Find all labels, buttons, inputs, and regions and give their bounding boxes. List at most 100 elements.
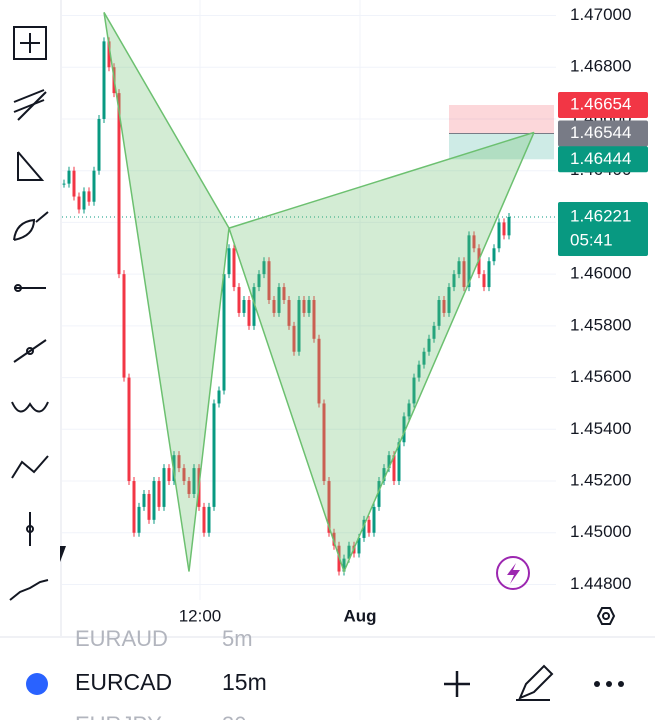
candle bbox=[327, 481, 331, 533]
horizontal-line-tool[interactable] bbox=[14, 284, 46, 292]
y-tick-label: 1.45200 bbox=[570, 471, 631, 490]
candle bbox=[432, 325, 436, 339]
candle bbox=[147, 493, 151, 520]
candle bbox=[157, 481, 161, 507]
candle bbox=[407, 403, 411, 417]
candle bbox=[137, 506, 141, 533]
volume-tool[interactable] bbox=[9, 579, 49, 601]
pattern-leg bbox=[103, 12, 230, 229]
candle bbox=[67, 170, 71, 184]
candle bbox=[322, 403, 326, 482]
candle bbox=[292, 325, 296, 352]
y-tick-label: 1.46800 bbox=[570, 57, 631, 76]
candle bbox=[427, 338, 431, 352]
candle bbox=[202, 506, 206, 533]
candle bbox=[492, 248, 496, 262]
entry-label-bg bbox=[558, 120, 648, 147]
x-tick-label: Aug bbox=[343, 606, 376, 625]
interval[interactable]: 15m bbox=[222, 669, 267, 695]
candle bbox=[497, 222, 501, 249]
brush-tool[interactable] bbox=[13, 211, 49, 241]
candle bbox=[77, 196, 81, 210]
crosshair-tool[interactable] bbox=[13, 26, 47, 60]
y-tick-label: 1.47000 bbox=[570, 5, 631, 24]
trend-lines-tool[interactable] bbox=[13, 89, 47, 121]
candle bbox=[367, 519, 371, 533]
entry-label: 1.46544 bbox=[570, 123, 631, 142]
toolbar-collapse[interactable] bbox=[60, 546, 66, 562]
candle bbox=[222, 274, 226, 391]
candle bbox=[162, 468, 166, 507]
candle bbox=[117, 93, 121, 275]
current-price-label: 1.46221 bbox=[570, 206, 631, 225]
candle bbox=[507, 216, 511, 236]
current-price-bg bbox=[558, 201, 648, 256]
candle bbox=[297, 300, 301, 352]
candle bbox=[372, 506, 376, 533]
candle bbox=[377, 481, 381, 507]
x-tick-label: 12:00 bbox=[179, 606, 222, 625]
candle bbox=[277, 287, 281, 313]
candle bbox=[362, 519, 366, 538]
candle bbox=[167, 468, 171, 482]
candle bbox=[437, 300, 441, 326]
candle bbox=[177, 455, 181, 469]
candle bbox=[452, 274, 456, 288]
candle bbox=[187, 481, 191, 494]
candle bbox=[447, 287, 451, 313]
symbol[interactable]: EURCAD bbox=[75, 669, 172, 695]
plot-area bbox=[62, 12, 556, 576]
candle bbox=[342, 558, 346, 572]
candle bbox=[212, 403, 216, 507]
target-zone bbox=[449, 133, 554, 160]
quick-trade-button[interactable] bbox=[496, 556, 530, 590]
candle bbox=[122, 274, 126, 378]
y-tick-label: 1.45000 bbox=[570, 522, 631, 541]
draw-button[interactable] bbox=[516, 664, 554, 701]
pattern-tool[interactable] bbox=[11, 401, 49, 413]
stop-label: 1.46654 bbox=[570, 94, 631, 113]
projection-tool[interactable] bbox=[11, 455, 49, 479]
candle bbox=[357, 537, 361, 554]
add-button[interactable] bbox=[444, 671, 470, 697]
candle bbox=[262, 261, 266, 275]
ray-tool[interactable] bbox=[13, 339, 47, 363]
candle bbox=[207, 506, 211, 533]
y-tick-label: 1.44800 bbox=[570, 574, 631, 593]
candle bbox=[317, 338, 321, 404]
candle bbox=[482, 274, 486, 288]
candle bbox=[107, 41, 111, 68]
candle bbox=[237, 287, 241, 313]
settings-dot bbox=[602, 612, 610, 620]
geometric-tool[interactable] bbox=[17, 151, 45, 181]
candle bbox=[102, 41, 106, 119]
ghost-interval: 5m bbox=[222, 626, 253, 651]
candle bbox=[307, 300, 311, 313]
candle bbox=[182, 468, 186, 482]
candle bbox=[142, 493, 146, 507]
candle bbox=[442, 300, 446, 313]
pattern-leg bbox=[228, 131, 535, 229]
candle bbox=[422, 351, 426, 365]
candle bbox=[72, 170, 76, 197]
ghost-symbol: EURJPY bbox=[75, 712, 162, 720]
candle bbox=[227, 248, 231, 275]
grid bbox=[62, 0, 556, 600]
target-label-bg bbox=[558, 146, 648, 173]
candle bbox=[382, 468, 386, 482]
candle bbox=[472, 235, 476, 249]
settings-button[interactable] bbox=[596, 607, 616, 625]
more-button[interactable] bbox=[594, 681, 624, 687]
candle bbox=[132, 481, 136, 533]
cursor-tool[interactable] bbox=[26, 512, 34, 546]
candle bbox=[247, 300, 251, 326]
candle bbox=[487, 261, 491, 288]
candle bbox=[62, 183, 66, 185]
candle bbox=[312, 300, 316, 339]
ghost-row-top: EURAUD 5m bbox=[75, 626, 253, 651]
countdown-label: 05:41 bbox=[570, 230, 613, 249]
candle bbox=[127, 377, 131, 482]
lightning-icon bbox=[507, 563, 520, 584]
